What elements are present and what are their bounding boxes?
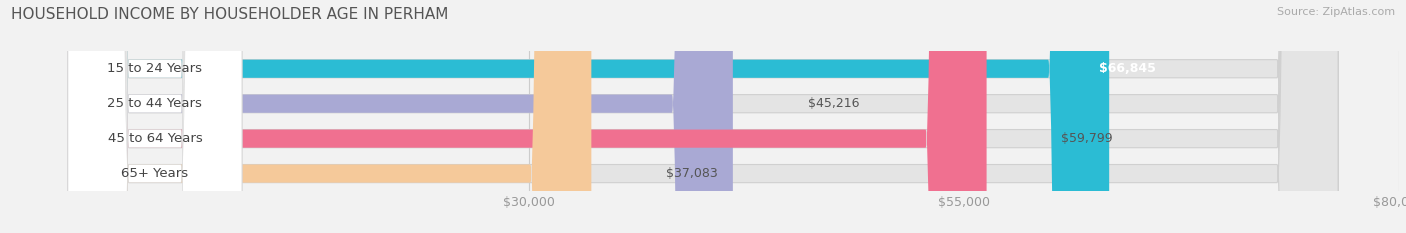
FancyBboxPatch shape [67,0,242,233]
Text: $37,083: $37,083 [666,167,718,180]
Text: 25 to 44 Years: 25 to 44 Years [107,97,202,110]
FancyBboxPatch shape [67,0,242,233]
FancyBboxPatch shape [67,0,242,233]
FancyBboxPatch shape [67,0,1109,233]
Text: $45,216: $45,216 [807,97,859,110]
FancyBboxPatch shape [67,0,987,233]
Text: 45 to 64 Years: 45 to 64 Years [107,132,202,145]
Text: 65+ Years: 65+ Years [121,167,188,180]
FancyBboxPatch shape [67,0,1339,233]
FancyBboxPatch shape [67,0,1339,233]
Text: HOUSEHOLD INCOME BY HOUSEHOLDER AGE IN PERHAM: HOUSEHOLD INCOME BY HOUSEHOLDER AGE IN P… [11,7,449,22]
Text: Source: ZipAtlas.com: Source: ZipAtlas.com [1277,7,1395,17]
FancyBboxPatch shape [67,0,1339,233]
Text: 15 to 24 Years: 15 to 24 Years [107,62,202,75]
FancyBboxPatch shape [67,0,592,233]
FancyBboxPatch shape [67,0,242,233]
Text: $59,799: $59,799 [1062,132,1114,145]
FancyBboxPatch shape [67,0,1339,233]
FancyBboxPatch shape [67,0,733,233]
Text: $66,845: $66,845 [1099,62,1156,75]
